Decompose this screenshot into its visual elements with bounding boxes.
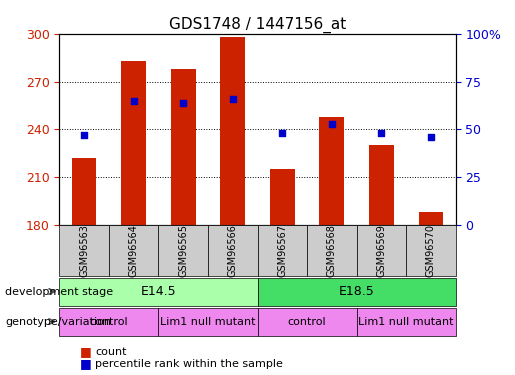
Bar — [72, 158, 96, 225]
Text: GSM96568: GSM96568 — [327, 224, 337, 277]
Text: GDS1748 / 1447156_at: GDS1748 / 1447156_at — [169, 17, 346, 33]
Bar — [369, 145, 394, 225]
Point — [328, 121, 336, 127]
Text: Lim1 null mutant: Lim1 null mutant — [358, 316, 454, 327]
Bar — [258, 225, 307, 276]
Bar — [59, 225, 109, 276]
Text: E18.5: E18.5 — [339, 285, 374, 298]
Bar — [419, 212, 443, 225]
Bar — [356, 225, 406, 276]
Text: control: control — [90, 316, 128, 327]
Text: ■: ■ — [80, 345, 92, 358]
Bar — [258, 278, 456, 306]
Bar — [158, 225, 208, 276]
Bar — [270, 169, 295, 225]
Text: percentile rank within the sample: percentile rank within the sample — [95, 359, 283, 369]
Bar — [220, 37, 245, 225]
Point — [229, 96, 237, 102]
Bar — [356, 308, 456, 336]
Text: E14.5: E14.5 — [141, 285, 176, 298]
Text: control: control — [288, 316, 327, 327]
Text: GSM96569: GSM96569 — [376, 224, 386, 277]
Text: GSM96567: GSM96567 — [277, 224, 287, 277]
Text: GSM96565: GSM96565 — [178, 224, 188, 277]
Bar — [406, 225, 456, 276]
Bar — [121, 61, 146, 225]
Text: count: count — [95, 347, 127, 357]
Bar — [208, 225, 258, 276]
Bar — [59, 308, 158, 336]
Point — [80, 132, 88, 138]
Bar — [258, 308, 356, 336]
Point — [129, 98, 138, 104]
Point — [377, 130, 386, 136]
Text: GSM96570: GSM96570 — [426, 224, 436, 277]
Bar — [307, 225, 356, 276]
Bar — [109, 225, 158, 276]
Text: ■: ■ — [80, 357, 92, 370]
Text: development stage: development stage — [5, 286, 113, 297]
Text: GSM96564: GSM96564 — [129, 224, 139, 277]
Bar — [158, 308, 258, 336]
Bar — [171, 69, 196, 225]
Bar — [319, 117, 344, 225]
Bar — [59, 278, 258, 306]
Point — [427, 134, 435, 140]
Text: Lim1 null mutant: Lim1 null mutant — [160, 316, 255, 327]
Text: GSM96566: GSM96566 — [228, 224, 238, 277]
Text: genotype/variation: genotype/variation — [5, 316, 111, 327]
Point — [179, 100, 187, 106]
Point — [278, 130, 286, 136]
Text: GSM96563: GSM96563 — [79, 224, 89, 277]
